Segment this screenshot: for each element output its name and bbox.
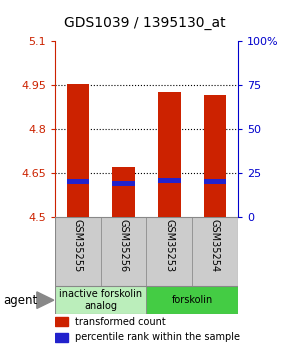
Bar xyxy=(55,286,146,314)
Text: agent: agent xyxy=(3,294,37,307)
Text: percentile rank within the sample: percentile rank within the sample xyxy=(75,332,240,342)
Bar xyxy=(66,84,89,217)
Bar xyxy=(66,179,89,184)
Bar xyxy=(146,286,238,314)
Bar xyxy=(204,179,226,184)
Text: GSM35255: GSM35255 xyxy=(73,219,83,273)
Text: inactive forskolin
analog: inactive forskolin analog xyxy=(59,289,142,311)
Bar xyxy=(192,217,238,286)
Text: GSM35254: GSM35254 xyxy=(210,219,220,273)
Bar xyxy=(112,167,135,217)
Polygon shape xyxy=(37,292,54,308)
Text: GDS1039 / 1395130_at: GDS1039 / 1395130_at xyxy=(64,16,226,30)
Text: GSM35253: GSM35253 xyxy=(164,219,174,273)
Bar xyxy=(101,217,146,286)
Bar xyxy=(55,217,101,286)
Bar xyxy=(204,95,226,217)
Text: GSM35256: GSM35256 xyxy=(119,219,128,273)
Bar xyxy=(146,217,192,286)
Bar xyxy=(55,333,68,342)
Bar xyxy=(158,178,181,183)
Bar xyxy=(112,181,135,186)
Bar xyxy=(158,92,181,217)
Bar xyxy=(55,317,68,326)
Text: forskolin: forskolin xyxy=(171,295,213,305)
Text: transformed count: transformed count xyxy=(75,317,166,327)
